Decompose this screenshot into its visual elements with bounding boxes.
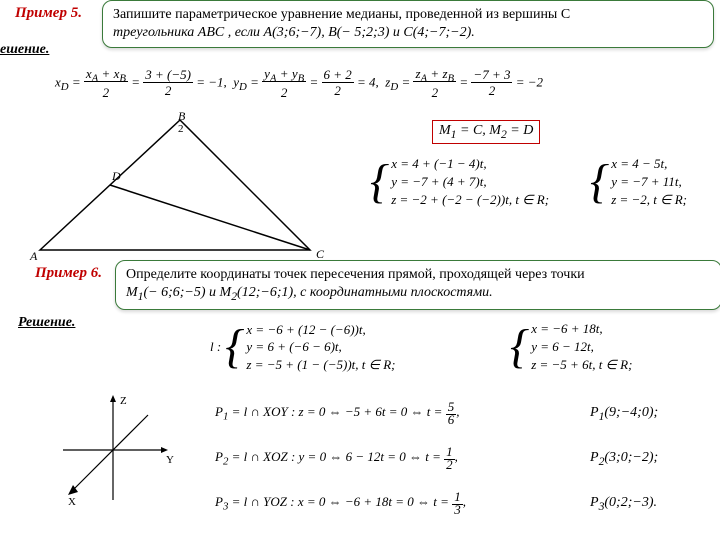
- param6-right-l3: z = −5 + 6t, t ∈ R;: [531, 356, 632, 374]
- solution6-label: Решение.: [18, 315, 75, 331]
- vertex-d: D: [111, 169, 121, 183]
- example5-problem-line2: треугольника ABC , если A(3;6;−7), B(− 5…: [113, 24, 703, 42]
- param6-right: { x = −6 + 18t, y = 6 − 12t, z = −5 + 6t…: [510, 320, 632, 374]
- param5-left: { x = 4 + (−1 − 4)t, y = −7 + (4 + 7)t, …: [370, 155, 549, 209]
- p1-line: P1 = l ∩ XOY : z = 0 ⇔ −5 + 6t = 0 ⇔ t =…: [215, 400, 459, 426]
- vertex-a: A: [29, 249, 38, 260]
- axes-3d-diagram: Z Y X: [48, 390, 178, 510]
- example6-problem-line2: M1(− 6;6;−5) и M2(12;−6;1), с координатн…: [126, 284, 711, 304]
- p2-answer: P2(3;0;−2);: [590, 450, 658, 468]
- midpoint-formula: xD = xA + xB2 = 3 + (−5)2 = −1, yD = yA …: [55, 66, 543, 101]
- param6-left-l3: z = −5 + (1 − (−5))t, t ∈ R;: [246, 356, 395, 374]
- p3-line: P3 = l ∩ YOZ : x = 0 ⇔ −6 + 18t = 0 ⇔ t …: [215, 490, 466, 516]
- param6-right-l2: y = 6 − 12t,: [531, 338, 632, 356]
- param6-prefix: l :: [210, 339, 221, 355]
- vertex-b: B: [178, 110, 186, 123]
- vertex-b-2: 2: [178, 123, 184, 135]
- param6-left: l : { x = −6 + (12 − (−6))t, y = 6 + (−6…: [210, 320, 395, 374]
- example5-problem-line1: Запишите параметрическое уравнение медиа…: [113, 6, 703, 24]
- param5-right-l3: z = −2, t ∈ R;: [611, 191, 687, 209]
- param5-right-l1: x = 4 − 5t,: [611, 155, 687, 173]
- axis-y-label: Y: [166, 454, 174, 466]
- m1m2-box: M1 = C, M2 = D: [432, 120, 540, 144]
- triangle-diagram: A B C D 2: [20, 110, 340, 260]
- p3-answer: P3(0;2;−3).: [590, 495, 657, 513]
- example6-label: Пример 6.: [35, 265, 102, 282]
- param6-left-l1: x = −6 + (12 − (−6))t,: [246, 321, 395, 339]
- p1-answer: P1(9;−4;0);: [590, 405, 658, 423]
- param5-left-l1: x = 4 + (−1 − 4)t,: [391, 155, 549, 173]
- param6-right-l1: x = −6 + 18t,: [531, 320, 632, 338]
- param6-left-l2: y = 6 + (−6 − 6)t,: [246, 338, 395, 356]
- axis-z-label: Z: [120, 395, 127, 407]
- example6-problem-line1: Определите координаты точек пересечения …: [126, 266, 711, 284]
- example5-problem-box: Запишите параметрическое уравнение медиа…: [102, 0, 714, 48]
- example6-problem-box: Определите координаты точек пересечения …: [115, 260, 720, 310]
- param5-right-l2: y = −7 + 11t,: [611, 173, 687, 191]
- p2-line: P2 = l ∩ XOZ : y = 0 ⇔ 6 − 12t = 0 ⇔ t =…: [215, 445, 458, 471]
- example5-label: Пример 5.: [15, 5, 82, 22]
- solution5-label: ешение.: [0, 42, 49, 58]
- axis-x-label: X: [68, 496, 76, 508]
- vertex-c: C: [316, 247, 325, 260]
- param5-right: { x = 4 − 5t, y = −7 + 11t, z = −2, t ∈ …: [590, 155, 687, 209]
- param5-left-l2: y = −7 + (4 + 7)t,: [391, 173, 549, 191]
- param5-left-l3: z = −2 + (−2 − (−2))t, t ∈ R;: [391, 191, 549, 209]
